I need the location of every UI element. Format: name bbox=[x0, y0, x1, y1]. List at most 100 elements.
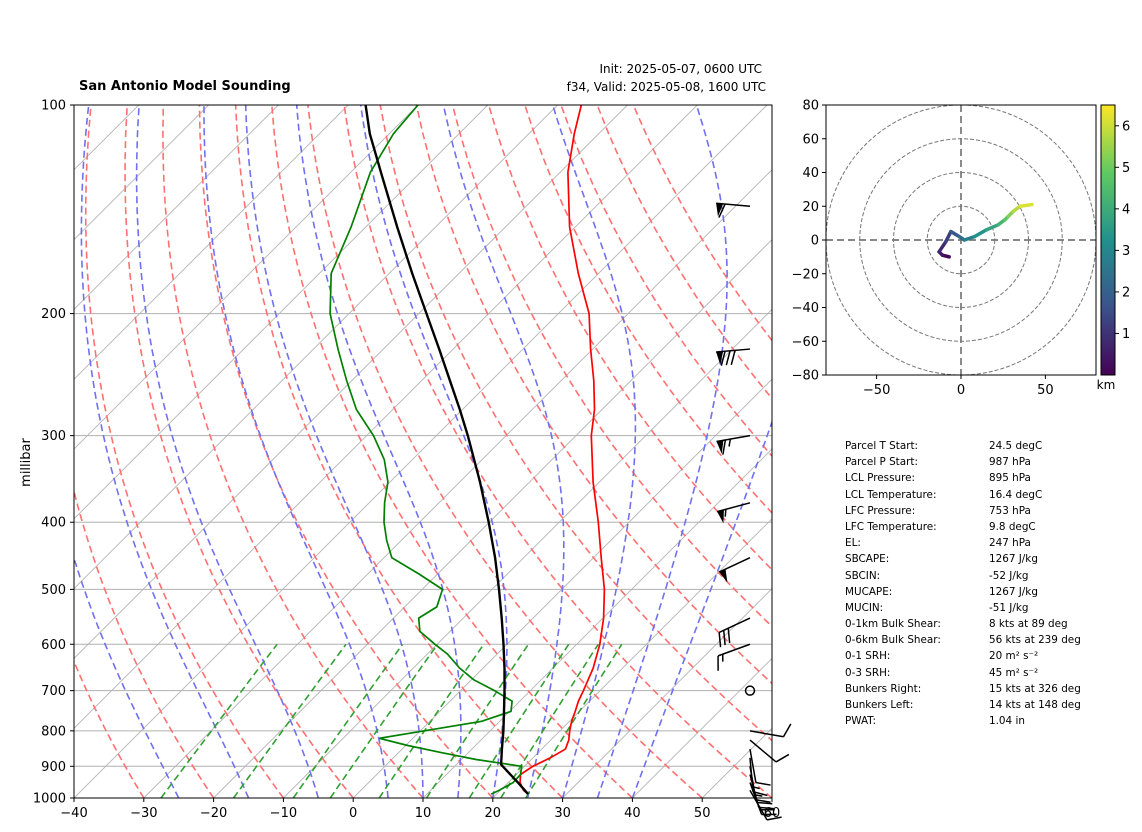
colorbar-tick-label: 2 bbox=[1122, 285, 1130, 300]
colorbar-tick-label: 4 bbox=[1122, 202, 1130, 217]
barb-full bbox=[775, 753, 790, 763]
param-row: LCL Pressure: 895 hPa bbox=[845, 470, 1081, 486]
hodograph-segment bbox=[937, 239, 948, 254]
barb-staff bbox=[749, 739, 777, 763]
hodo-x-tick-label: −50 bbox=[863, 383, 890, 398]
wind-barbs bbox=[716, 202, 792, 821]
x-tick-label: −40 bbox=[60, 806, 87, 821]
barb-flag bbox=[716, 203, 724, 217]
param-row: EL: 247 hPa bbox=[845, 535, 1081, 551]
param-name: SBCIN: bbox=[845, 569, 881, 582]
barb-full bbox=[752, 790, 768, 797]
wind-barb bbox=[716, 348, 751, 366]
hodo-y-tick-label: 60 bbox=[802, 132, 819, 147]
mixing-ratio-line bbox=[232, 643, 347, 798]
param-value: 895 hPa bbox=[989, 472, 1031, 485]
param-value: 8 kts at 89 deg bbox=[989, 618, 1068, 631]
mixing-ratio-line bbox=[378, 643, 485, 798]
colorbar-tick-label: 1 bbox=[1122, 327, 1130, 342]
barb-staff bbox=[716, 502, 751, 513]
param-row: MUCAPE: 1267 J/kg bbox=[845, 584, 1081, 600]
barb-flag bbox=[719, 569, 728, 583]
param-value: -51 J/kg bbox=[989, 601, 1029, 614]
isotherm-line bbox=[352, 378, 772, 798]
x-tick-label: 50 bbox=[694, 806, 711, 821]
param-row: 0-1 SRH: 20 m² s⁻² bbox=[845, 648, 1081, 664]
isotherm-line bbox=[74, 105, 768, 798]
skewt-background-lines bbox=[74, 105, 772, 798]
param-row: Bunkers Left: 14 kts at 148 deg bbox=[845, 697, 1081, 713]
moist-adiabat bbox=[203, 105, 389, 798]
param-row: MUCIN: -51 J/kg bbox=[845, 600, 1081, 616]
param-value: 56 kts at 239 deg bbox=[989, 634, 1081, 647]
barb-full bbox=[759, 808, 775, 811]
dry-adiabat bbox=[524, 105, 772, 515]
isotherm-line bbox=[562, 587, 772, 798]
barb-staff bbox=[718, 617, 751, 634]
wind-barb bbox=[718, 556, 751, 583]
param-row: 0-6km Bulk Shear: 56 kts at 239 deg bbox=[845, 632, 1081, 648]
hodograph-grid bbox=[826, 105, 1096, 375]
param-value: 14 kts at 148 deg bbox=[989, 699, 1081, 711]
hodograph-segment bbox=[972, 228, 989, 239]
isotherm-line bbox=[74, 105, 489, 520]
barb-full bbox=[718, 632, 722, 648]
wind-barb bbox=[718, 617, 751, 648]
barb-staff bbox=[717, 643, 751, 657]
dry-adiabat bbox=[74, 487, 215, 798]
hodo-y-tick-label: −40 bbox=[792, 301, 819, 316]
param-row: LFC Temperature: 9.8 degC bbox=[845, 519, 1081, 535]
dry-adiabat bbox=[487, 105, 772, 571]
barb-full bbox=[758, 806, 774, 810]
x-tick-label: 0 bbox=[349, 806, 357, 821]
mixing-ratio-line bbox=[160, 643, 278, 798]
colorbar-tick-label: 3 bbox=[1122, 244, 1130, 259]
hodograph-axes: −50 0 50 80 60 40 20 0 −20 −40 −60 −80 bbox=[792, 99, 1054, 399]
barb-full bbox=[718, 203, 726, 218]
dry-adiabat bbox=[234, 105, 564, 798]
param-value: 20 m² s⁻² bbox=[989, 650, 1039, 663]
param-name: 0-1km Bulk Shear: bbox=[845, 618, 941, 631]
barb-full bbox=[761, 813, 777, 816]
wind-barb bbox=[716, 434, 751, 455]
isotherm-line bbox=[74, 105, 349, 380]
dry-adiabat bbox=[271, 105, 633, 798]
moist-adiabat bbox=[80, 105, 250, 798]
param-name: MUCIN: bbox=[845, 601, 884, 614]
moist-adiabat bbox=[631, 419, 772, 798]
height-colorbar: 1 2 3 4 5 6 km bbox=[1097, 104, 1130, 392]
x-tick-label: 40 bbox=[624, 806, 641, 821]
param-name: LCL Temperature: bbox=[845, 488, 937, 501]
moist-adiabat bbox=[74, 555, 180, 798]
barb-full bbox=[722, 630, 726, 646]
hodograph-segment bbox=[944, 229, 953, 244]
param-row: 0-1km Bulk Shear: 8 kts at 89 deg bbox=[845, 616, 1081, 632]
barb-half bbox=[728, 438, 732, 447]
x-tick-label: 10 bbox=[415, 806, 432, 821]
wind-barb bbox=[749, 723, 792, 738]
moist-adiabat bbox=[244, 105, 424, 798]
isotherm-line bbox=[74, 105, 140, 171]
param-name: EL: bbox=[845, 537, 861, 550]
y-tick-label: 400 bbox=[41, 516, 66, 531]
hodograph-trace bbox=[937, 202, 1034, 259]
param-name: LFC Pressure: bbox=[845, 504, 916, 517]
barb-staff bbox=[749, 748, 757, 783]
param-name: LCL Pressure: bbox=[845, 472, 916, 485]
mixing-ratio-line bbox=[425, 643, 530, 798]
colorbar-tick-label: 5 bbox=[1122, 161, 1130, 176]
param-name: SBCAPE: bbox=[845, 553, 890, 566]
hodo-y-tick-label: −20 bbox=[792, 267, 819, 282]
param-name: Parcel P Start: bbox=[845, 456, 918, 469]
param-row: SBCAPE: 1267 J/kg bbox=[845, 551, 1081, 567]
barb-full bbox=[730, 350, 736, 365]
hodo-x-tick-label: 50 bbox=[1037, 383, 1054, 398]
barb-half bbox=[724, 509, 727, 517]
param-row: 0-3 SRH: 45 m² s⁻² bbox=[845, 665, 1081, 681]
barb-half bbox=[754, 794, 763, 797]
barb-full bbox=[755, 781, 771, 786]
param-value: 1267 J/kg bbox=[989, 585, 1038, 598]
param-row: Parcel T Start: 24.5 degC bbox=[845, 438, 1081, 454]
param-row: Parcel P Start: 987 hPa bbox=[845, 454, 1081, 470]
